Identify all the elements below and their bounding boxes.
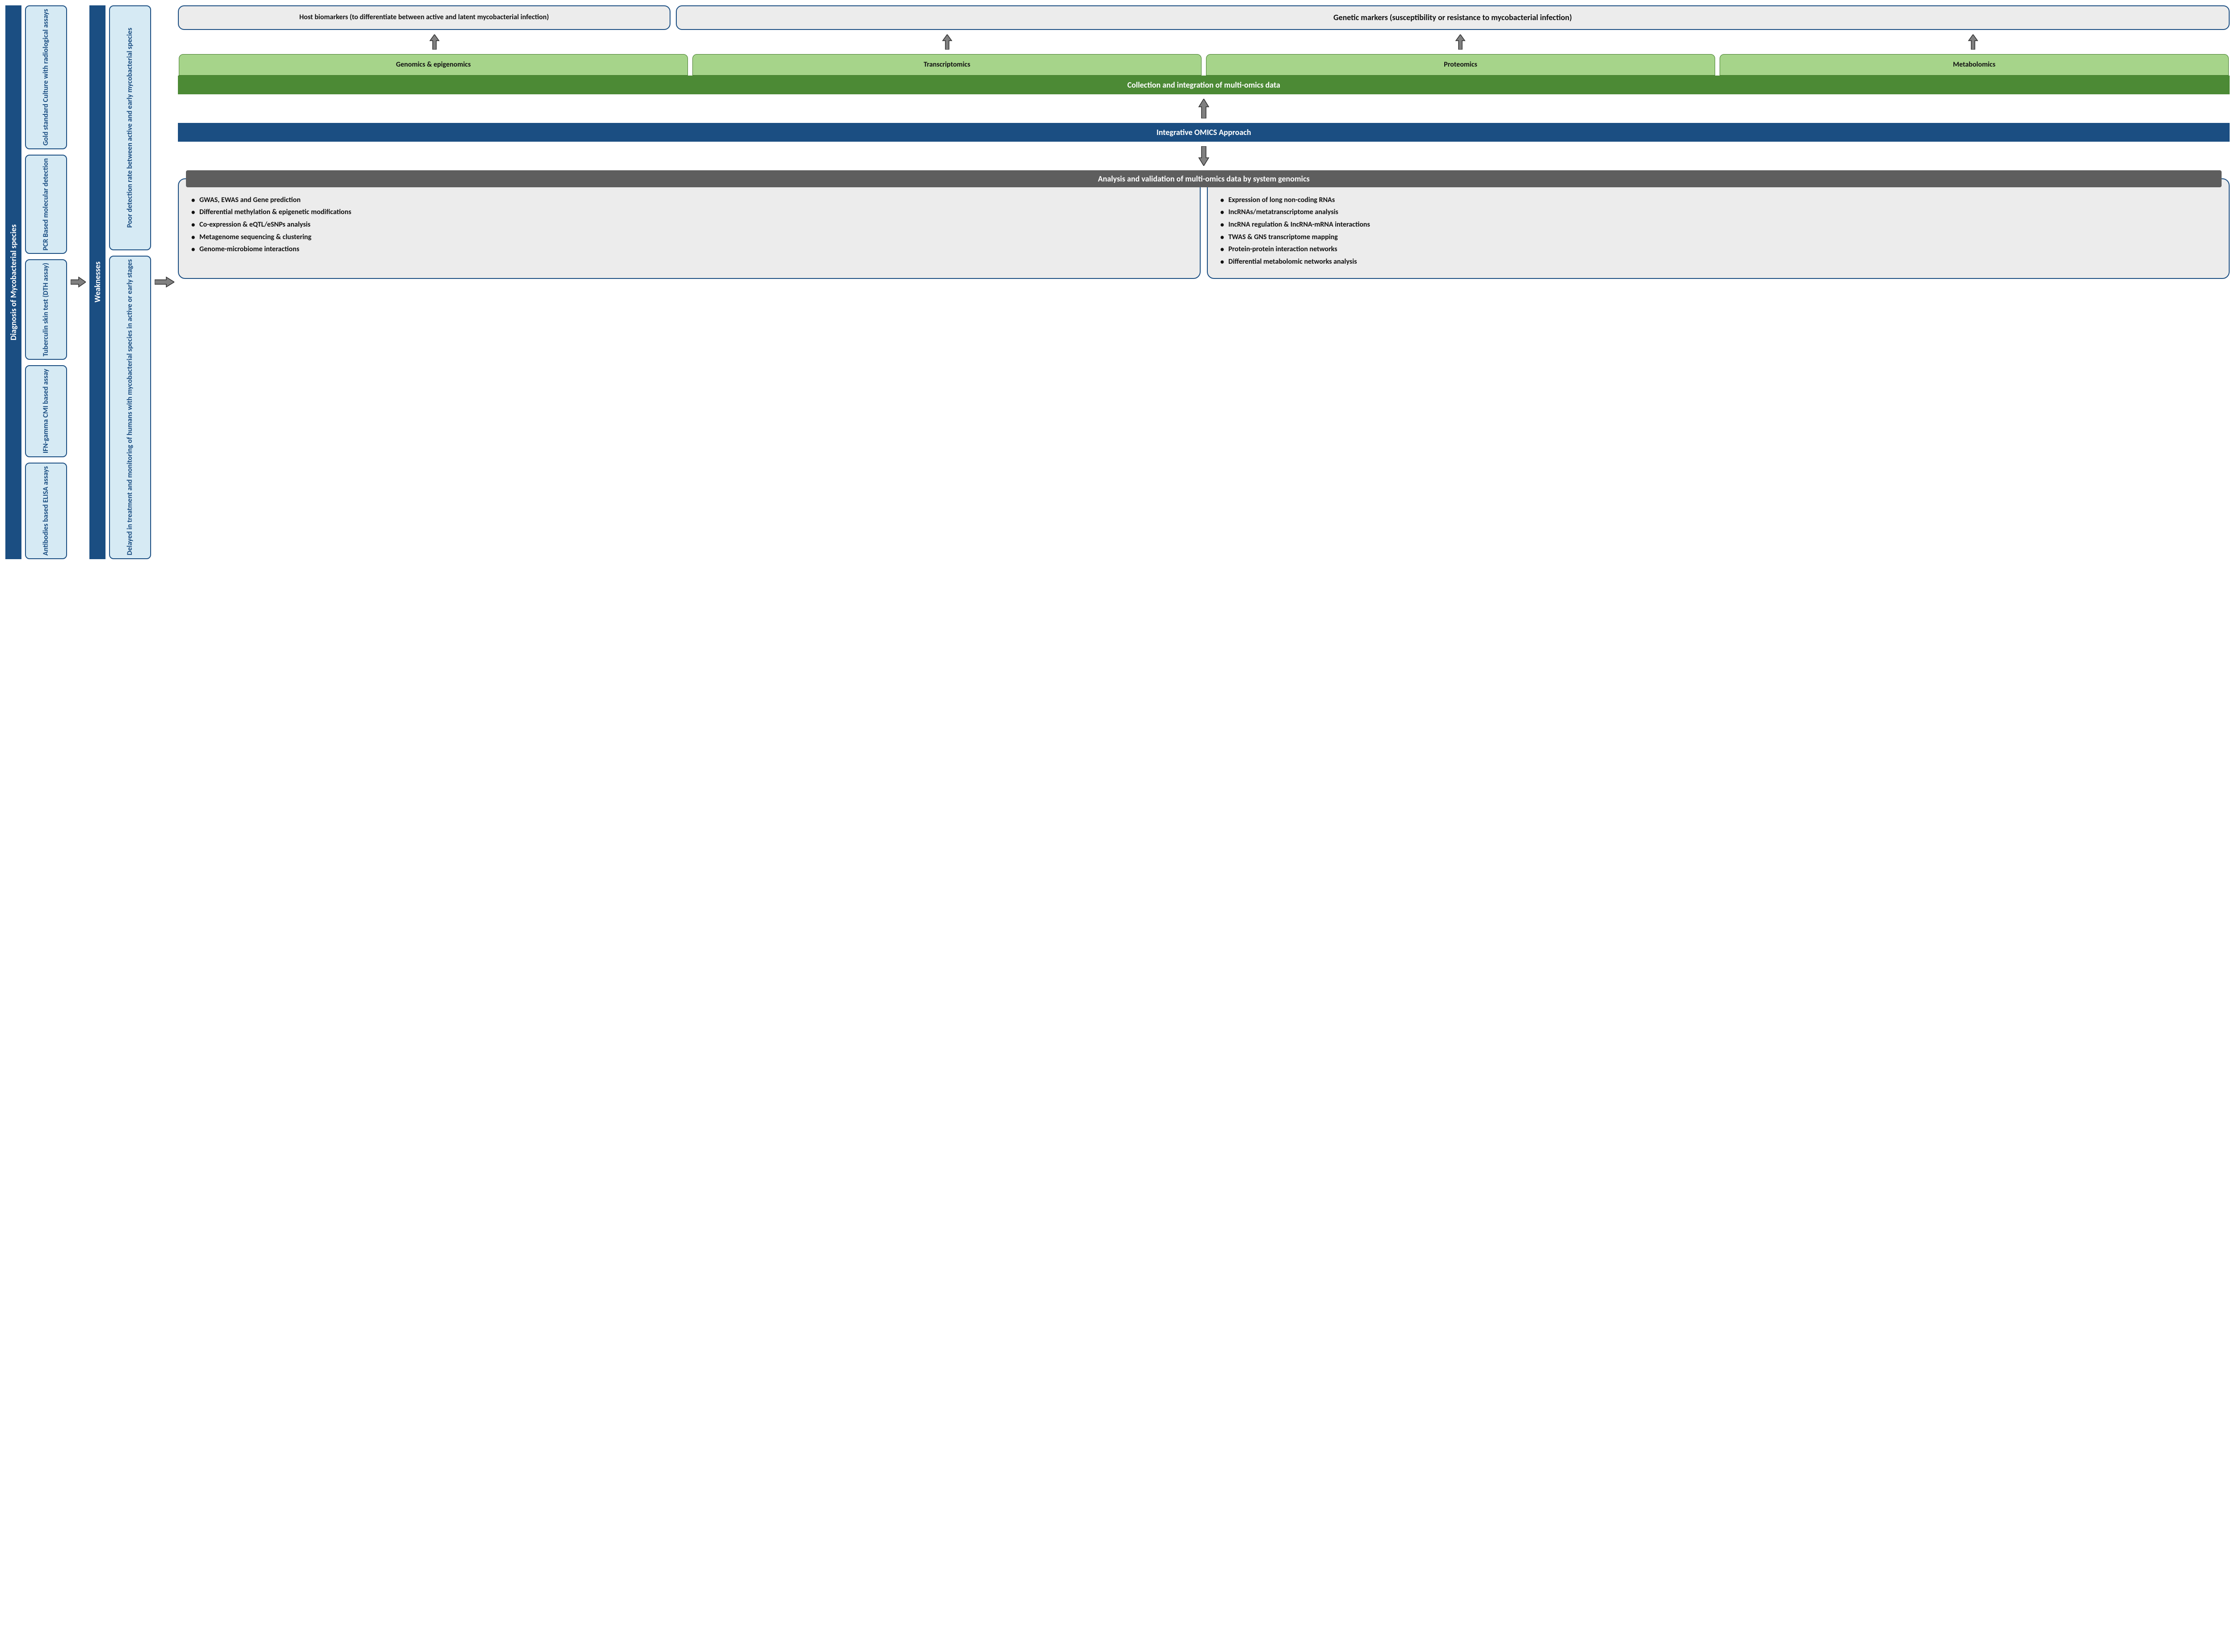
diagnosis-header-bar: Diagnosis of Mycobacterial species bbox=[5, 5, 21, 559]
arrow-up-icon bbox=[941, 34, 953, 50]
weakness-card: Delayed in treatment and monitoring of h… bbox=[109, 256, 151, 559]
analysis-header-banner: Analysis and validation of multi-omics d… bbox=[186, 170, 2222, 187]
analysis-list-item: TWAS & GNS transcriptome mapping bbox=[1217, 232, 2220, 242]
analysis-list-item: Protein-protein interaction networks bbox=[1217, 244, 2220, 254]
arrow-right-icon bbox=[71, 275, 86, 289]
weaknesses-header-label: Weaknesses bbox=[93, 261, 102, 303]
analysis-left-list: GWAS, EWAS and Gene prediction Differenti… bbox=[188, 195, 1191, 254]
diagnosis-card: Antibodies based ELISA assays bbox=[25, 463, 67, 559]
omics-discipline-text: Metabolomics bbox=[1953, 61, 1995, 69]
arrow-up-icon bbox=[1197, 99, 1210, 118]
outcome-genetic-markers-text: Genetic markers (susceptibility or resis… bbox=[1333, 13, 1572, 23]
weaknesses-column: Poor detection rate between active and e… bbox=[109, 5, 151, 559]
analysis-list-item: Differential metabolomic networks analys… bbox=[1217, 257, 2220, 267]
outcome-host-biomarkers: Host biomarkers (to differentiate betwee… bbox=[178, 5, 670, 30]
weaknesses-header-bar: Weaknesses bbox=[89, 5, 105, 559]
diagnosis-card: Tuberculin skin test (DTH assay) bbox=[25, 259, 67, 360]
omics-discipline-text: Transcriptomics bbox=[924, 61, 970, 69]
analysis-section: Analysis and validation of multi-omics d… bbox=[178, 170, 2230, 279]
analysis-right-card: Expression of long non-coding RNAs IncRNA… bbox=[1207, 178, 2230, 279]
omics-collection-banner: Collection and integration of multi-omic… bbox=[178, 76, 2230, 94]
analysis-list-item: IncRNAs/metatranscriptome analysis bbox=[1217, 207, 2220, 217]
omics-discipline-text: Proteomics bbox=[1444, 61, 1477, 69]
analysis-list-item: Expression of long non-coding RNAs bbox=[1217, 195, 2220, 205]
diagnosis-card-text: PCR Based molecular detection bbox=[42, 158, 50, 250]
diagnosis-column: Gold standard Culture with radiological … bbox=[25, 5, 67, 559]
omics-disciplines-row: Genomics & epigenomics Transcriptomics Pro… bbox=[178, 54, 2230, 76]
omics-discipline-cell: Genomics & epigenomics bbox=[179, 54, 688, 76]
weakness-card: Poor detection rate between active and e… bbox=[109, 5, 151, 250]
diagnosis-header-label: Diagnosis of Mycobacterial species bbox=[8, 224, 18, 340]
analysis-list-item: Genome-microbiome interactions bbox=[188, 244, 1191, 254]
arrows-omics-to-outcomes bbox=[178, 34, 2230, 50]
analysis-left-card: GWAS, EWAS and Gene prediction Differenti… bbox=[178, 178, 1201, 279]
arrow-approach-to-collection bbox=[178, 99, 2230, 118]
diagnosis-card-text: IFN-gamma CMI based assay bbox=[42, 369, 50, 453]
arrow-diagnosis-to-weakness bbox=[71, 5, 86, 559]
outcomes-row: Host biomarkers (to differentiate betwee… bbox=[178, 5, 2230, 30]
analysis-header-text: Analysis and validation of multi-omics d… bbox=[1098, 174, 1310, 184]
weakness-card-text: Delayed in treatment and monitoring of h… bbox=[126, 259, 134, 555]
arrow-up-icon bbox=[1967, 34, 1979, 50]
arrow-weakness-to-omics bbox=[155, 5, 174, 559]
diagnosis-card: Gold standard Culture with radiological … bbox=[25, 5, 67, 149]
integrative-approach-banner: Integrative OMICS Approach bbox=[178, 123, 2230, 142]
omics-discipline-text: Genomics & epigenomics bbox=[396, 61, 471, 69]
arrow-down-icon bbox=[1197, 146, 1210, 166]
analysis-list-item: Differential methylation & epigenetic mo… bbox=[188, 207, 1191, 217]
omics-discipline-cell: Metabolomics bbox=[1720, 54, 2229, 76]
weakness-card-text: Poor detection rate between active and e… bbox=[126, 28, 134, 228]
analysis-list-item: Metagenome sequencing & clustering bbox=[188, 232, 1191, 242]
figure-root: Diagnosis of Mycobacterial species Gold … bbox=[5, 5, 2230, 559]
analysis-list-item: IncRNA regulation & IncRNA-mRNA interact… bbox=[1217, 220, 2220, 230]
analysis-list-item: Co-expression & eQTL/eSNPs analysis bbox=[188, 220, 1191, 230]
outcome-genetic-markers: Genetic markers (susceptibility or resis… bbox=[676, 5, 2230, 30]
diagnosis-card: IFN-gamma CMI based assay bbox=[25, 365, 67, 457]
omics-discipline-cell: Transcriptomics bbox=[692, 54, 1202, 76]
arrow-approach-to-analysis bbox=[178, 146, 2230, 166]
analysis-right-list: Expression of long non-coding RNAs IncRNA… bbox=[1217, 195, 2220, 267]
arrow-up-icon bbox=[429, 34, 440, 50]
arrow-right-icon bbox=[155, 275, 174, 289]
analysis-columns: GWAS, EWAS and Gene prediction Differenti… bbox=[178, 178, 2230, 279]
diagnosis-card-text: Tuberculin skin test (DTH assay) bbox=[42, 263, 50, 356]
diagnosis-card-text: Antibodies based ELISA assays bbox=[42, 466, 50, 556]
arrow-up-icon bbox=[1455, 34, 1466, 50]
omics-discipline-cell: Proteomics bbox=[1206, 54, 1715, 76]
integrative-approach-text: Integrative OMICS Approach bbox=[1156, 127, 1251, 137]
omics-collection-banner-text: Collection and integration of multi-omic… bbox=[1127, 80, 1280, 90]
analysis-list-item: GWAS, EWAS and Gene prediction bbox=[188, 195, 1191, 205]
omics-panel: Host biomarkers (to differentiate betwee… bbox=[178, 5, 2230, 559]
outcome-host-biomarkers-text: Host biomarkers (to differentiate betwee… bbox=[299, 13, 549, 22]
diagnosis-card-text: Gold standard Culture with radiological … bbox=[42, 9, 50, 146]
diagnosis-card: PCR Based molecular detection bbox=[25, 155, 67, 254]
